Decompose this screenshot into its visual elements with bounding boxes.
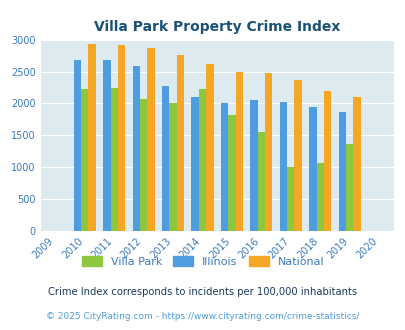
Bar: [323, 91, 330, 231]
Bar: [352, 97, 360, 231]
Text: © 2025 CityRating.com - https://www.cityrating.com/crime-statistics/: © 2025 CityRating.com - https://www.city…: [46, 312, 359, 321]
Bar: [162, 85, 169, 231]
Bar: [176, 55, 183, 231]
Bar: [279, 102, 286, 231]
Bar: [228, 115, 235, 231]
Bar: [345, 144, 352, 231]
Bar: [198, 89, 206, 231]
Bar: [220, 103, 228, 231]
Bar: [103, 60, 110, 231]
Title: Villa Park Property Crime Index: Villa Park Property Crime Index: [94, 20, 339, 34]
Bar: [169, 103, 176, 231]
Bar: [140, 99, 147, 231]
Bar: [81, 89, 88, 231]
Bar: [338, 112, 345, 231]
Bar: [286, 167, 294, 231]
Bar: [132, 66, 140, 231]
Bar: [74, 60, 81, 231]
Bar: [316, 163, 323, 231]
Bar: [88, 44, 96, 231]
Bar: [250, 100, 257, 231]
Bar: [110, 88, 117, 231]
Bar: [257, 132, 264, 231]
Bar: [294, 81, 301, 231]
Bar: [206, 64, 213, 231]
Bar: [264, 73, 272, 231]
Bar: [235, 72, 242, 231]
Bar: [147, 48, 154, 231]
Bar: [309, 107, 316, 231]
Legend: Villa Park, Illinois, National: Villa Park, Illinois, National: [77, 251, 328, 271]
Bar: [117, 45, 125, 231]
Text: Crime Index corresponds to incidents per 100,000 inhabitants: Crime Index corresponds to incidents per…: [48, 287, 357, 297]
Bar: [191, 97, 198, 231]
